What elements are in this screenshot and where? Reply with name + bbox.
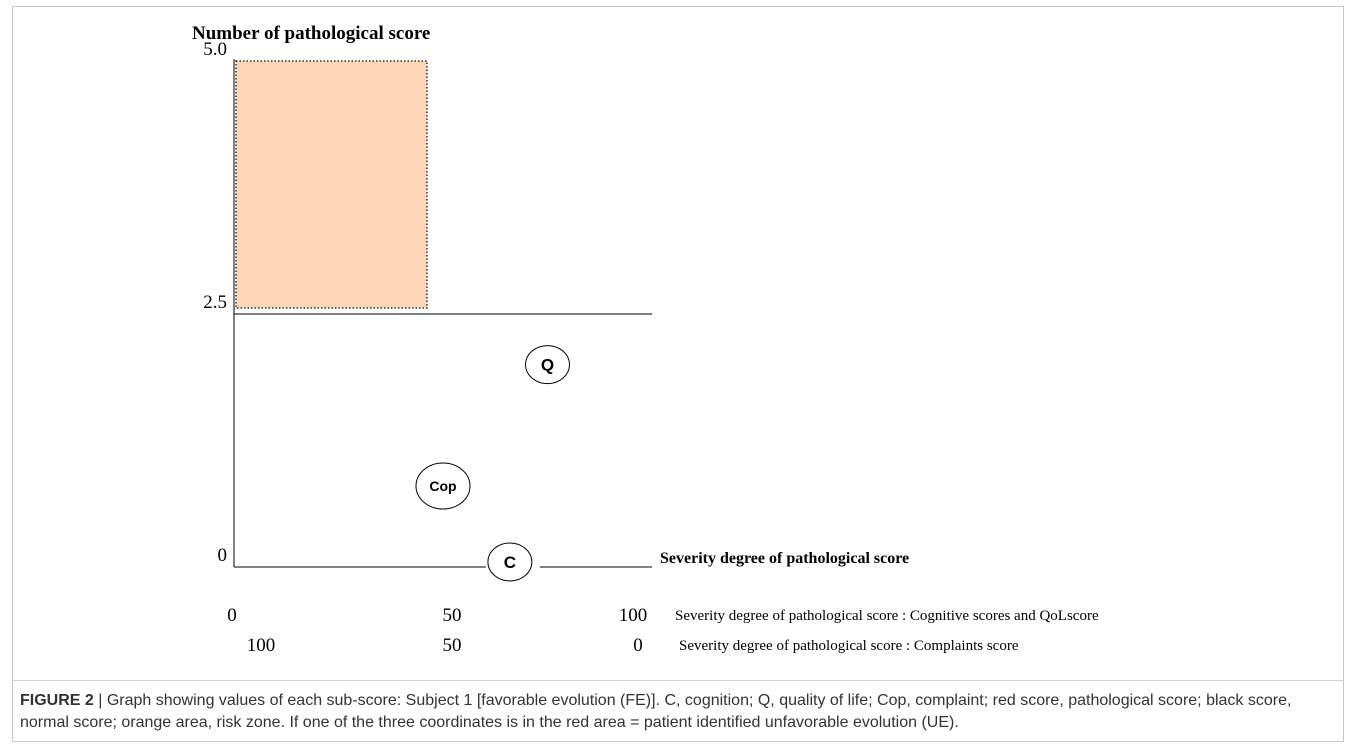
caption-text: | Graph showing values of each sub-score…	[20, 692, 1292, 731]
x-tick-label: 0	[633, 635, 643, 656]
y-tick-label: 0	[218, 545, 228, 566]
x-tick-label: 100	[247, 635, 276, 656]
x-tick-label: 0	[227, 605, 237, 626]
point-label-cop: Cop	[429, 478, 456, 494]
figure-caption: FIGURE 2 | Graph showing values of each …	[20, 690, 1335, 734]
figure-label: FIGURE 2	[20, 692, 94, 709]
y-axis-title: Number of pathological score	[192, 23, 430, 44]
figure-frame	[12, 6, 1344, 742]
x-tick-label: 50	[443, 605, 462, 626]
point-marker-cop	[415, 462, 471, 510]
point-label-q: Q	[541, 356, 554, 375]
y-tick-label: 2.5	[203, 292, 227, 313]
caption-separator	[13, 680, 1343, 681]
y-tick-label: 5.0	[203, 39, 227, 60]
chart: Q Cop C Number of pathological score 0 2.5 5.…	[192, 23, 1099, 656]
x-axis-row-label: Severity degree of pathological score : …	[679, 638, 1019, 654]
x-tick-label: 50	[443, 635, 462, 656]
x-tick-label: 100	[619, 605, 648, 626]
point-marker-q	[525, 345, 570, 385]
x-axis-title: Severity degree of pathological score	[660, 550, 909, 567]
point-label-c: C	[504, 553, 516, 572]
risk-zone-area	[235, 60, 428, 309]
point-marker-c	[487, 542, 533, 582]
x-axis-row-label: Severity degree of pathological score : …	[675, 608, 1099, 624]
